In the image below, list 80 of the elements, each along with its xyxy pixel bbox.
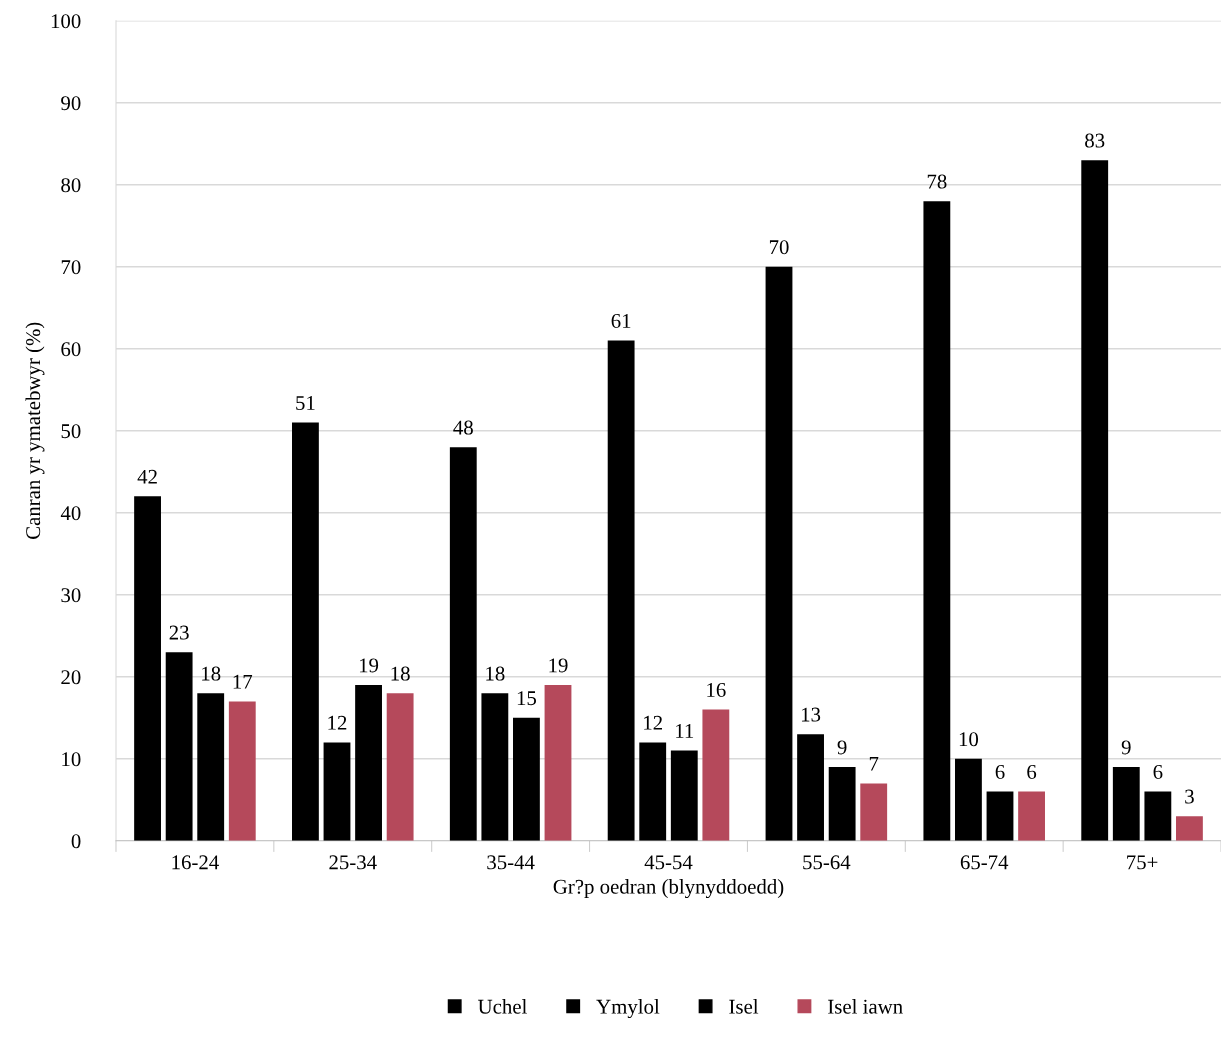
- data-label: 42: [137, 469, 157, 484]
- bar: [607, 340, 635, 841]
- data-label: 48: [453, 420, 473, 435]
- data-label: 15: [517, 691, 537, 706]
- bar: [860, 783, 888, 841]
- bar: [513, 717, 540, 841]
- bar: [1018, 791, 1045, 841]
- data-label: 17: [233, 674, 253, 689]
- y-tick-label: 50: [61, 424, 81, 439]
- x-tick-label: 45-54: [644, 855, 693, 870]
- bar: [197, 693, 225, 841]
- data-label: 7: [869, 756, 879, 771]
- data-label: 13: [801, 707, 821, 722]
- bar: [828, 766, 856, 841]
- data-label: 9: [837, 740, 847, 755]
- bar: [292, 422, 319, 841]
- x-tick-label: 16-24: [172, 855, 219, 870]
- data-label: 11: [676, 724, 694, 738]
- data-label: 6: [1153, 765, 1163, 780]
- bar: [449, 447, 477, 841]
- bar: [1144, 791, 1172, 841]
- y-tick-label: 0: [71, 834, 81, 849]
- bar: [986, 791, 1014, 841]
- data-label: 9: [1121, 740, 1131, 755]
- data-label: 78: [927, 174, 947, 189]
- legend-label: Isel: [729, 999, 759, 1014]
- y-tick-label: 80: [61, 178, 81, 193]
- bar: [355, 684, 382, 841]
- bar: [134, 496, 161, 841]
- x-tick-label: 55-64: [803, 855, 851, 870]
- bar: [955, 758, 982, 841]
- data-label: 12: [328, 715, 347, 730]
- bar: [1112, 766, 1140, 841]
- data-label: 12: [644, 715, 662, 730]
- legend-label: Ymylol: [596, 999, 660, 1019]
- bar: [1176, 816, 1203, 841]
- data-label: 18: [202, 666, 221, 681]
- x-tick-label: 75+: [1127, 855, 1158, 870]
- data-label: 18: [486, 666, 505, 681]
- bar: [165, 652, 193, 841]
- x-tick-label: 65-74: [960, 855, 1009, 870]
- bar: [670, 750, 698, 841]
- x-tick-label: 25-34: [329, 855, 377, 870]
- data-label: 19: [359, 658, 379, 673]
- bar: [639, 742, 667, 841]
- data-label: 19: [549, 658, 568, 673]
- bar: [1081, 160, 1109, 841]
- data-label: 83: [1085, 133, 1105, 148]
- bar: [323, 742, 351, 841]
- y-tick-label: 90: [61, 96, 81, 111]
- data-label: 3: [1185, 789, 1194, 804]
- data-label: 16: [707, 683, 726, 698]
- legend-label: Uchel: [478, 999, 527, 1014]
- legend-label: Isel iawn: [828, 999, 903, 1014]
- data-label: 70: [769, 240, 789, 255]
- bar: [923, 201, 951, 841]
- data-label: 23: [169, 625, 189, 640]
- y-tick-label: 10: [62, 752, 81, 767]
- bar: [702, 709, 730, 841]
- data-label: 18: [391, 666, 410, 681]
- data-label: 51: [296, 396, 315, 410]
- data-label: 10: [959, 732, 979, 747]
- bar: [228, 701, 256, 841]
- y-axis-title: Canran yr ymatebwyr (%): [25, 322, 45, 539]
- y-tick-label: 20: [61, 670, 81, 685]
- x-axis-title: Gr?p oedran (blynyddoedd): [553, 879, 784, 899]
- bar: [386, 693, 414, 841]
- data-label: 6: [1027, 765, 1037, 780]
- bar: [544, 684, 572, 841]
- y-tick-label: 100: [51, 14, 81, 29]
- y-tick-label: 70: [61, 260, 81, 275]
- bar: [765, 266, 793, 841]
- data-label: 61: [611, 314, 631, 328]
- data-label: 6: [995, 765, 1005, 780]
- bar: [481, 693, 509, 841]
- bar: [797, 734, 824, 841]
- y-tick-label: 60: [61, 342, 81, 357]
- y-tick-label: 40: [60, 506, 81, 521]
- y-tick-label: 30: [61, 588, 81, 603]
- x-tick-label: 35-44: [487, 855, 535, 870]
